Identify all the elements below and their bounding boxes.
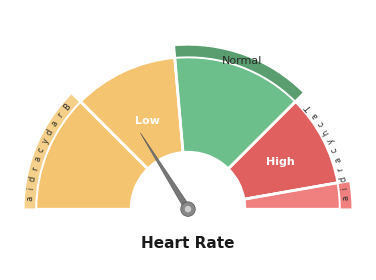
Polygon shape [140, 133, 191, 211]
Text: a: a [50, 119, 60, 128]
Text: c: c [329, 146, 340, 154]
Text: r: r [30, 166, 40, 172]
Text: a: a [341, 195, 350, 201]
Text: T: T [304, 103, 314, 112]
Circle shape [181, 202, 195, 216]
Text: d: d [28, 175, 38, 182]
Text: a: a [33, 155, 43, 163]
Text: a: a [26, 195, 35, 201]
Wedge shape [338, 181, 352, 209]
Text: h: h [321, 127, 331, 137]
Text: i: i [340, 186, 349, 190]
Text: c: c [316, 119, 326, 128]
Wedge shape [24, 93, 80, 209]
Wedge shape [228, 102, 338, 199]
Text: B: B [62, 102, 72, 113]
Wedge shape [174, 45, 304, 102]
Text: Heart Rate: Heart Rate [141, 236, 235, 251]
Text: y: y [40, 137, 50, 145]
Wedge shape [244, 183, 340, 209]
Text: r: r [336, 166, 346, 172]
Text: r: r [56, 111, 65, 119]
Wedge shape [175, 57, 296, 169]
Text: d: d [45, 127, 55, 137]
Text: i: i [27, 186, 36, 190]
Wedge shape [80, 58, 183, 169]
Text: Low: Low [135, 116, 159, 126]
Text: a: a [333, 155, 343, 163]
Wedge shape [36, 102, 148, 209]
Text: a: a [310, 111, 320, 120]
Text: c: c [36, 146, 47, 154]
Circle shape [185, 206, 191, 213]
Text: d: d [338, 175, 348, 182]
Text: Normal: Normal [222, 55, 262, 66]
Text: y: y [326, 137, 336, 145]
Text: High: High [266, 157, 295, 167]
